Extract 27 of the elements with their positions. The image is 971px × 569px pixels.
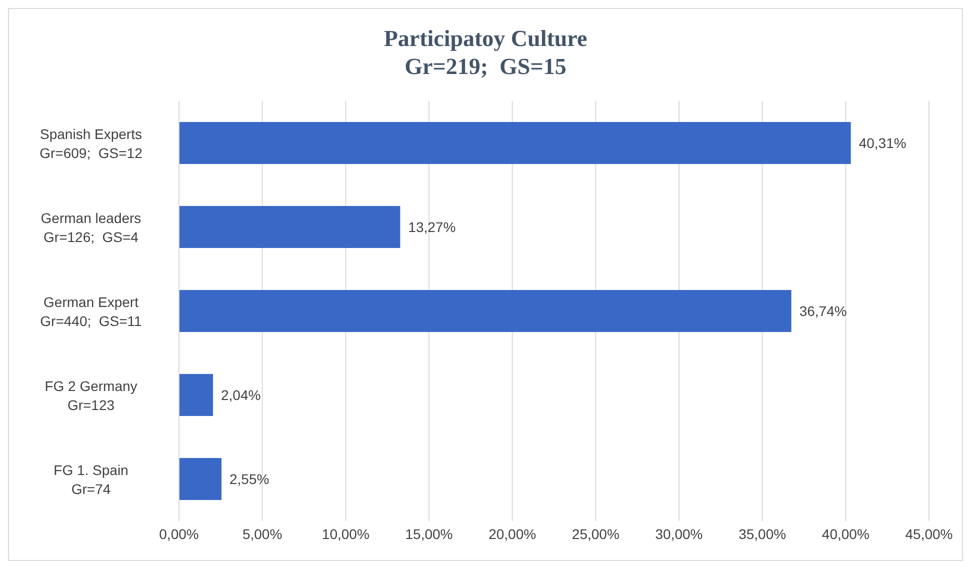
bar: [179, 290, 792, 332]
chart-title: Participatoy Culture: [382, 25, 588, 53]
bar: [179, 458, 222, 500]
data-label: 13,27%: [408, 219, 456, 235]
bar: [179, 122, 851, 164]
data-label: 36,74%: [799, 303, 847, 319]
y-tick-label: FG 2 Germany Gr=123: [44, 378, 138, 413]
bar: [179, 374, 213, 416]
x-tick-label: 25,00%: [572, 526, 620, 542]
y-tick-label: Spanish Experts Gr=609; GS=12: [40, 126, 143, 161]
bar: [179, 206, 400, 248]
x-tick-label: 20,00%: [488, 526, 536, 542]
data-label: 40,31%: [858, 135, 906, 151]
y-tick-label: FG 1. Spain Gr=74: [54, 462, 128, 497]
x-tick-label: 10,00%: [322, 526, 370, 542]
x-tick-label: 30,00%: [655, 526, 703, 542]
x-tick-label: 40,00%: [822, 526, 870, 542]
x-tick-label: 35,00%: [738, 526, 786, 542]
chart-subtitle: Gr=219; GS=15: [404, 53, 568, 81]
x-tick-label: 0,00%: [159, 526, 199, 542]
x-tick-label: 45,00%: [905, 526, 953, 542]
y-tick-label: German Expert Gr=440; GS=11: [40, 294, 142, 329]
data-label: 2,04%: [221, 387, 261, 403]
x-tick-label: 15,00%: [405, 526, 453, 542]
data-label: 2,55%: [230, 471, 270, 487]
y-tick-label: German leaders Gr=126; GS=4: [40, 210, 142, 245]
x-tick-label: 5,00%: [242, 526, 282, 542]
